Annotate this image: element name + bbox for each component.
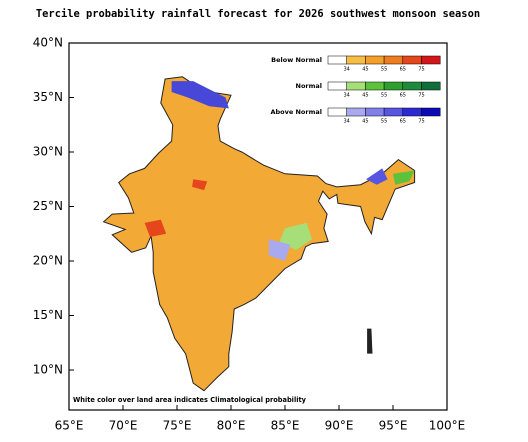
x-tick-label: 100°E bbox=[429, 419, 466, 433]
legend-swatch bbox=[327, 55, 347, 65]
legend-tick: 34 bbox=[344, 67, 350, 73]
y-tick-label: 20°N bbox=[33, 254, 63, 268]
legend-swatch bbox=[421, 107, 441, 117]
x-tick-label: 70°E bbox=[109, 419, 138, 433]
legend-swatch bbox=[346, 81, 366, 91]
x-tick-label: 80°E bbox=[217, 419, 246, 433]
y-tick-label: 25°N bbox=[33, 199, 63, 213]
legend-tick: 55 bbox=[381, 67, 387, 73]
legend-tick: 75 bbox=[418, 93, 424, 99]
above-normal-area bbox=[366, 168, 388, 185]
legend-tick: 55 bbox=[381, 93, 387, 99]
x-tick-label: 85°E bbox=[271, 419, 300, 433]
legend-tick: 65 bbox=[400, 67, 406, 73]
legend-tick: 45 bbox=[362, 67, 368, 73]
legend-tick: 45 bbox=[362, 119, 368, 125]
y-tick-label: 15°N bbox=[33, 308, 63, 322]
legend-swatch bbox=[402, 107, 422, 117]
x-tick-label: 75°E bbox=[163, 419, 192, 433]
legend-swatch bbox=[421, 55, 441, 65]
legend-swatch bbox=[346, 107, 366, 117]
legend-tick: 65 bbox=[400, 119, 406, 125]
legend-swatch bbox=[402, 81, 422, 91]
title: Tercile probability rainfall forecast fo… bbox=[36, 8, 480, 20]
legend-tick: 75 bbox=[418, 67, 424, 73]
legend-tick: 34 bbox=[344, 93, 350, 99]
y-tick-label: 10°N bbox=[33, 363, 63, 377]
above-normal-area bbox=[171, 81, 229, 109]
india-land bbox=[102, 76, 416, 392]
legend-swatch bbox=[421, 81, 441, 91]
y-tick-label: 35°N bbox=[33, 90, 63, 104]
x-tick-label: 90°E bbox=[325, 419, 354, 433]
legend-tick: 34 bbox=[344, 119, 350, 125]
legend-swatch bbox=[365, 81, 385, 91]
y-tick-label: 40°N bbox=[33, 36, 63, 50]
legend-tick: 55 bbox=[381, 119, 387, 125]
above-normal-area bbox=[268, 239, 291, 261]
legend-swatch bbox=[365, 107, 385, 117]
legend-swatch bbox=[327, 107, 347, 117]
legend-swatch bbox=[402, 55, 422, 65]
legend-swatch bbox=[383, 55, 404, 65]
legend-tick: 65 bbox=[400, 93, 406, 99]
legend-tick: 75 bbox=[418, 119, 424, 125]
note: White color over land area indicates Cli… bbox=[73, 396, 307, 404]
legend-label: Above Normal bbox=[270, 108, 322, 116]
legend-swatch bbox=[383, 81, 404, 91]
x-tick-label: 65°E bbox=[55, 419, 84, 433]
normal-area bbox=[393, 170, 415, 185]
x-tick-label: 95°E bbox=[379, 419, 408, 433]
legend-label: Below Normal bbox=[271, 56, 322, 64]
land bbox=[102, 76, 416, 392]
legend-swatch bbox=[365, 55, 385, 65]
legend-label: Normal bbox=[296, 82, 323, 90]
legend-tick: 45 bbox=[362, 93, 368, 99]
islands bbox=[367, 328, 373, 354]
y-tick-label: 30°N bbox=[33, 145, 63, 159]
normal-area bbox=[279, 222, 312, 251]
legend-swatch bbox=[327, 81, 347, 91]
legend-swatch bbox=[383, 107, 404, 117]
below-normal-area bbox=[192, 179, 208, 191]
below-normal-area bbox=[144, 219, 167, 238]
legend: Below Normal 34 45 55 65 75 Normal 34 45 55 65 75 Ab… bbox=[270, 50, 446, 132]
legend-swatch bbox=[346, 55, 366, 65]
